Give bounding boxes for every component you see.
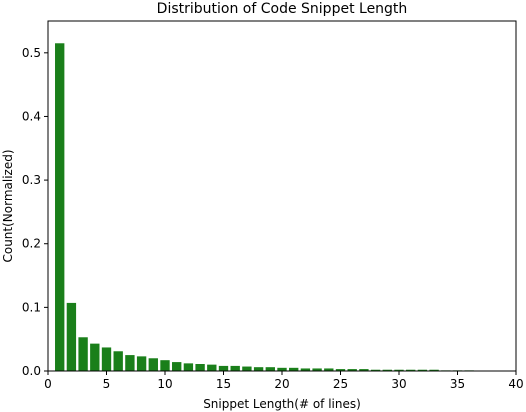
x-tick-label: 20 (274, 377, 289, 391)
bar (382, 369, 392, 371)
y-axis-ticks: 0.0 0.1 0.2 0.3 0.4 0.5 (22, 46, 48, 378)
bar (160, 360, 170, 371)
bar (230, 365, 240, 371)
y-tick-label: 0.5 (22, 46, 41, 60)
bar (172, 362, 182, 371)
bar (242, 366, 252, 371)
x-tick-label: 0 (44, 377, 52, 391)
x-tick-label: 30 (391, 377, 406, 391)
x-tick-label: 5 (103, 377, 111, 391)
bar (335, 369, 346, 371)
y-tick-label: 0.4 (22, 109, 41, 123)
bar (265, 367, 275, 371)
bar (195, 364, 205, 371)
bar (253, 367, 264, 371)
bars-group (55, 43, 474, 371)
y-tick-label: 0.2 (22, 237, 41, 251)
bar (78, 337, 88, 371)
bar (207, 364, 217, 371)
bar (429, 369, 439, 371)
bar (406, 369, 416, 371)
bar (90, 343, 100, 371)
bar (277, 367, 287, 371)
bar (125, 355, 135, 371)
x-axis-ticks: 0 5 10 15 20 25 30 35 40 (44, 371, 524, 391)
bar (289, 367, 299, 371)
y-tick-label: 0.3 (22, 173, 41, 187)
bar (312, 368, 322, 371)
bar (324, 368, 334, 371)
bar (136, 356, 147, 371)
y-axis-label: Count(Normalized) (1, 149, 15, 262)
bar (148, 358, 158, 371)
bar (394, 369, 404, 371)
bar (55, 43, 65, 371)
bar (370, 369, 381, 371)
bar (101, 347, 112, 371)
bar (66, 302, 77, 371)
x-axis-label: Snippet Length(# of lines) (203, 397, 361, 411)
x-tick-label: 40 (508, 377, 523, 391)
chart-title: Distribution of Code Snippet Length (157, 1, 408, 17)
y-tick-label: 0.1 (22, 300, 41, 314)
x-tick-label: 25 (333, 377, 348, 391)
bar (300, 368, 311, 371)
bar (359, 369, 369, 371)
x-tick-label: 15 (216, 377, 231, 391)
plot-frame (47, 20, 517, 372)
x-tick-label: 35 (450, 377, 465, 391)
bar (218, 365, 229, 371)
y-tick-label: 0.0 (22, 364, 41, 378)
x-tick-label: 10 (157, 377, 172, 391)
bar (183, 363, 194, 371)
bar (417, 369, 428, 371)
bar (113, 351, 123, 371)
bar (347, 369, 357, 371)
